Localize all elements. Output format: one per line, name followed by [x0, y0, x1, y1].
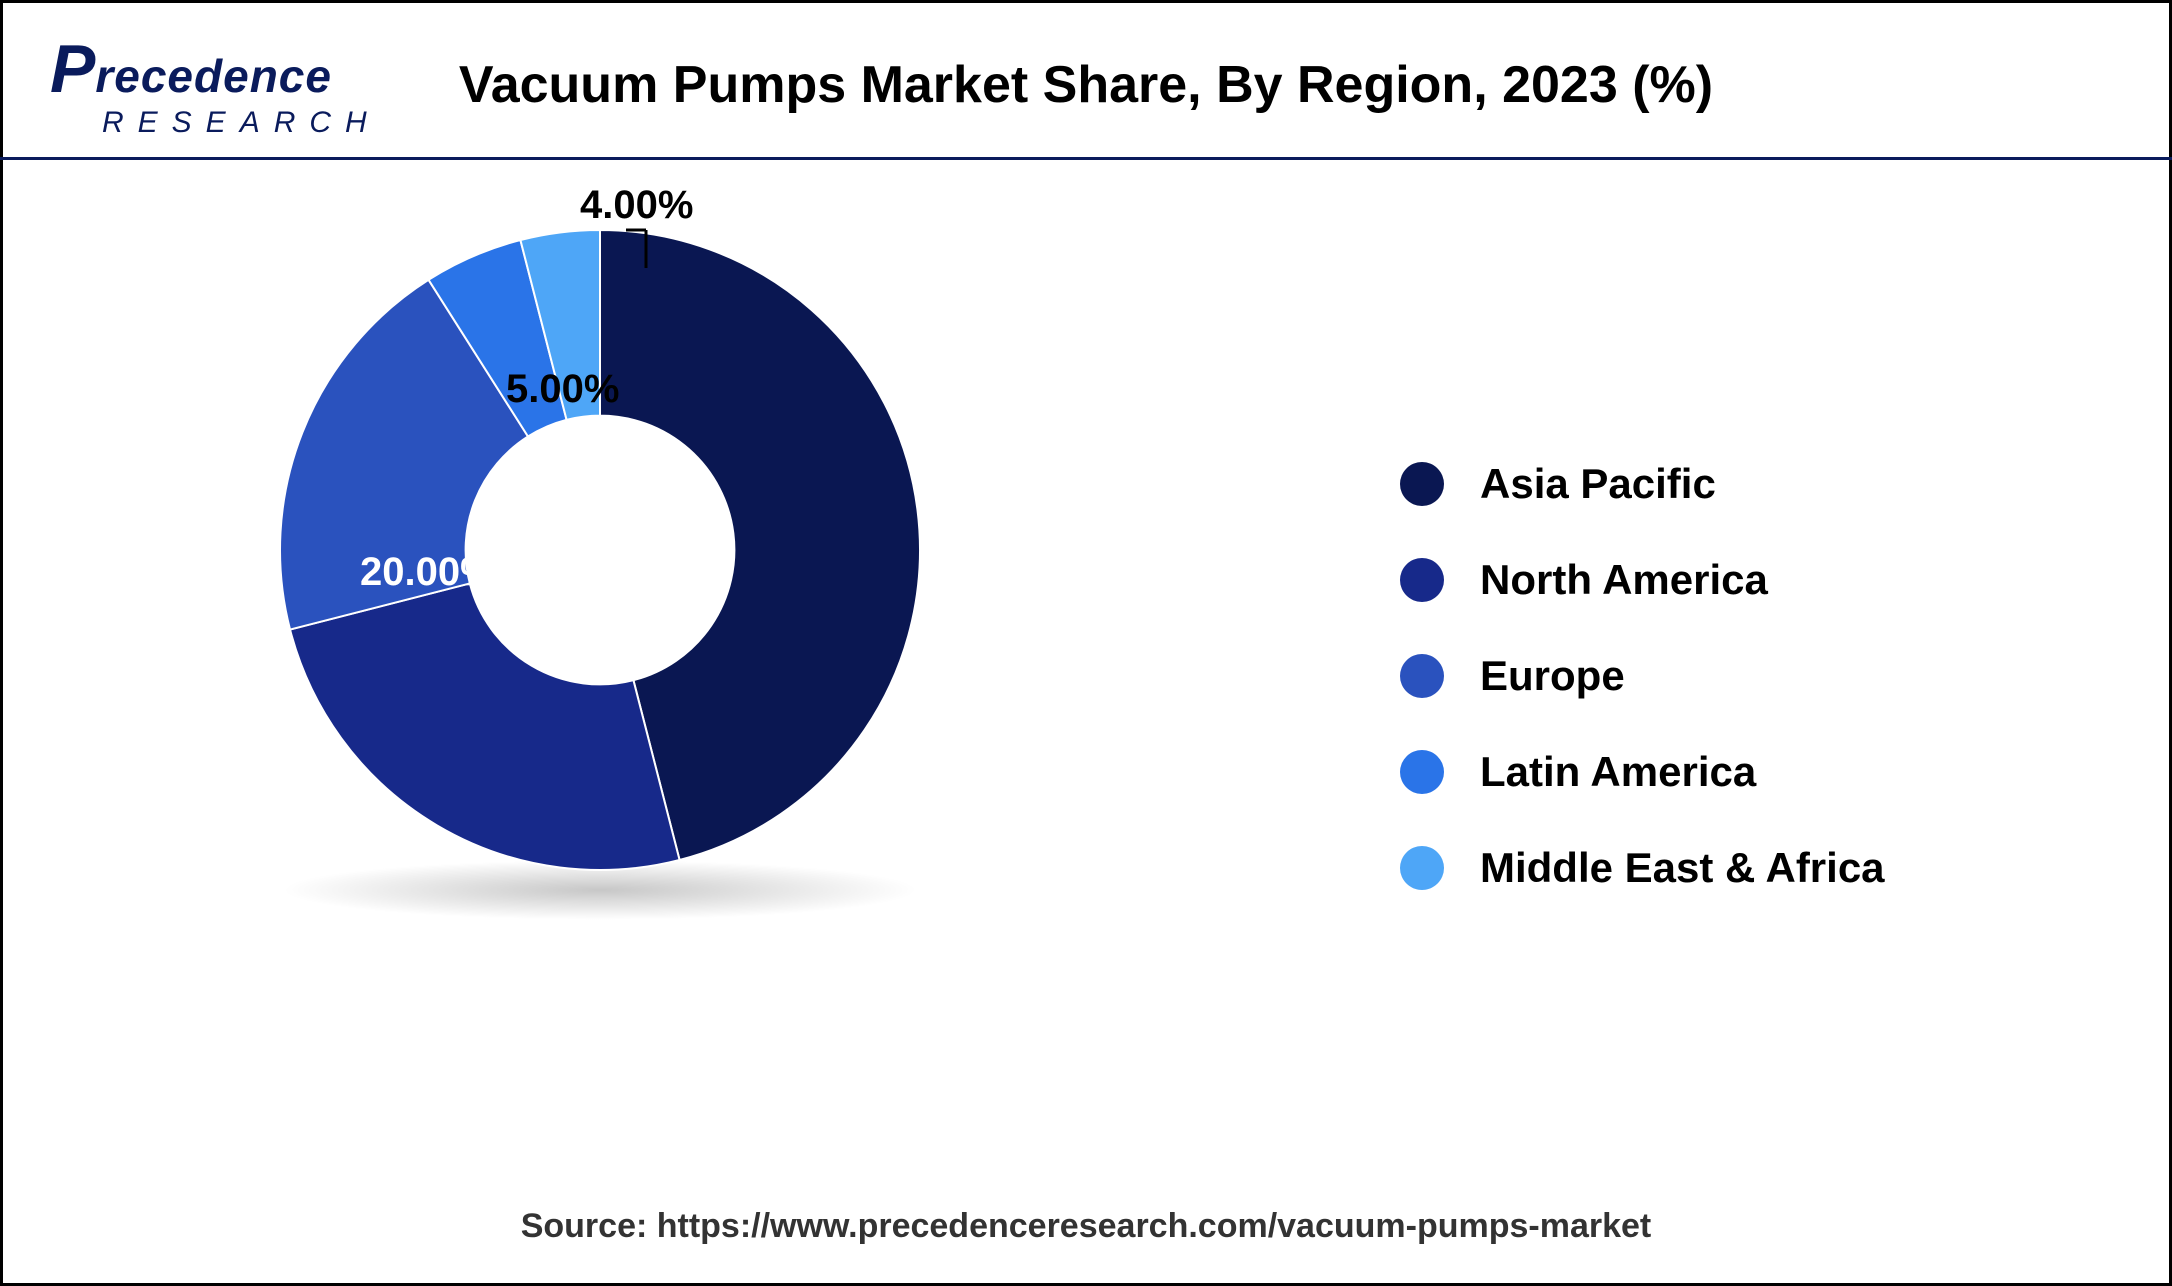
legend-label: Europe — [1480, 652, 1625, 700]
slice-label-asia-pacific: 46.00% — [920, 705, 1056, 750]
legend-label: North America — [1480, 556, 1768, 604]
slice-label-europe: 20.00% — [360, 550, 496, 595]
legend-dot — [1400, 558, 1444, 602]
chart-title: Vacuum Pumps Market Share, By Region, 20… — [0, 55, 2172, 115]
donut-hole — [466, 416, 735, 685]
legend-item-asia-pacific: Asia Pacific — [1400, 460, 1885, 508]
legend-label: Asia Pacific — [1480, 460, 1716, 508]
source-text: Source: https://www.precedenceresearch.c… — [0, 1207, 2172, 1246]
slice-label-latin-america: 5.00% — [506, 367, 619, 412]
legend: Asia Pacific North America Europe Latin Ame… — [1400, 460, 1885, 892]
legend-dot — [1400, 654, 1444, 698]
legend-dot — [1400, 750, 1444, 794]
legend-item-europe: Europe — [1400, 652, 1885, 700]
legend-dot — [1400, 462, 1444, 506]
legend-label: Middle East & Africa — [1480, 844, 1885, 892]
chart-area: 46.00% 25.00% 20.00% 5.00% 4.00% Asia Pacifi… — [0, 170, 2172, 1206]
slice-label-north-america: 25.00% — [460, 960, 596, 1005]
slice-label-middle-east-africa: 4.00% — [580, 183, 693, 228]
legend-item-latin-america: Latin America — [1400, 748, 1885, 796]
legend-item-middle-east-africa: Middle East & Africa — [1400, 844, 1885, 892]
legend-item-north-america: North America — [1400, 556, 1885, 604]
header: Precedence RESEARCH Vacuum Pumps Market … — [0, 0, 2172, 160]
legend-label: Latin America — [1480, 748, 1756, 796]
legend-dot — [1400, 846, 1444, 890]
